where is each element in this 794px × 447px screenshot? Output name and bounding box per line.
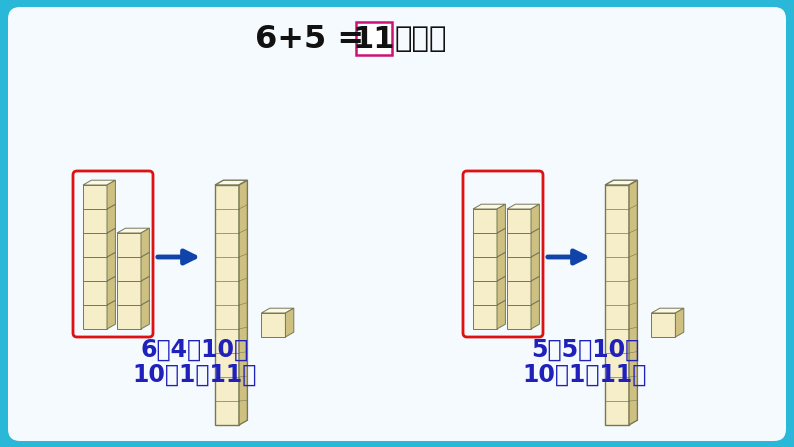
Bar [507, 233, 531, 257]
Bar [117, 233, 141, 257]
Text: 6+5 =: 6+5 = [255, 24, 376, 55]
Polygon shape [117, 228, 149, 233]
Bar [605, 185, 629, 425]
Polygon shape [261, 308, 294, 313]
Text: （个）: （个） [395, 25, 448, 53]
Polygon shape [605, 180, 638, 185]
Polygon shape [497, 228, 506, 257]
Polygon shape [107, 276, 115, 305]
Polygon shape [507, 300, 539, 305]
Text: 6＋4＝10，: 6＋4＝10， [141, 338, 249, 362]
Bar [507, 305, 531, 329]
Polygon shape [285, 308, 294, 337]
Bar [473, 305, 497, 329]
Polygon shape [83, 300, 115, 305]
Polygon shape [117, 276, 149, 281]
Bar [507, 209, 531, 233]
FancyBboxPatch shape [8, 7, 786, 441]
Polygon shape [651, 308, 684, 313]
Polygon shape [117, 300, 149, 305]
Polygon shape [141, 252, 149, 281]
Polygon shape [107, 204, 115, 233]
Bar [473, 209, 497, 233]
Polygon shape [83, 228, 115, 233]
Polygon shape [215, 180, 248, 185]
Polygon shape [531, 276, 539, 305]
Bar [215, 185, 239, 425]
Polygon shape [531, 204, 539, 233]
Polygon shape [117, 252, 149, 257]
Polygon shape [676, 308, 684, 337]
Polygon shape [507, 252, 539, 257]
Text: 10＋1＝11。: 10＋1＝11。 [522, 363, 647, 387]
Polygon shape [107, 300, 115, 329]
Polygon shape [141, 228, 149, 257]
Polygon shape [507, 204, 539, 209]
Polygon shape [473, 252, 506, 257]
Text: 5＋5＝10，: 5＋5＝10， [531, 338, 639, 362]
Polygon shape [473, 204, 506, 209]
Bar [261, 313, 285, 337]
Polygon shape [531, 300, 539, 329]
Polygon shape [507, 276, 539, 281]
Bar [83, 305, 107, 329]
Bar [356, 22, 392, 55]
Bar [117, 281, 141, 305]
Polygon shape [107, 180, 115, 209]
Polygon shape [473, 228, 506, 233]
Polygon shape [531, 228, 539, 257]
Bar [117, 305, 141, 329]
Polygon shape [141, 300, 149, 329]
Polygon shape [531, 252, 539, 281]
Text: 10＋1＝11。: 10＋1＝11。 [133, 363, 257, 387]
Bar [473, 281, 497, 305]
Polygon shape [141, 276, 149, 305]
Bar [507, 257, 531, 281]
Polygon shape [473, 276, 506, 281]
Polygon shape [83, 180, 115, 185]
Polygon shape [83, 252, 115, 257]
Polygon shape [629, 180, 638, 425]
Polygon shape [507, 228, 539, 233]
Polygon shape [473, 300, 506, 305]
Polygon shape [107, 252, 115, 281]
Polygon shape [497, 276, 506, 305]
Polygon shape [497, 252, 506, 281]
Bar [117, 257, 141, 281]
Bar [83, 281, 107, 305]
Polygon shape [83, 276, 115, 281]
Bar [83, 185, 107, 209]
Bar [83, 209, 107, 233]
Bar [507, 281, 531, 305]
Polygon shape [239, 180, 248, 425]
Polygon shape [497, 300, 506, 329]
Bar [473, 233, 497, 257]
Polygon shape [497, 204, 506, 233]
Bar [651, 313, 676, 337]
Polygon shape [83, 204, 115, 209]
Bar [473, 257, 497, 281]
Text: 11: 11 [353, 25, 395, 54]
Bar [83, 233, 107, 257]
Polygon shape [107, 228, 115, 257]
Bar [83, 257, 107, 281]
